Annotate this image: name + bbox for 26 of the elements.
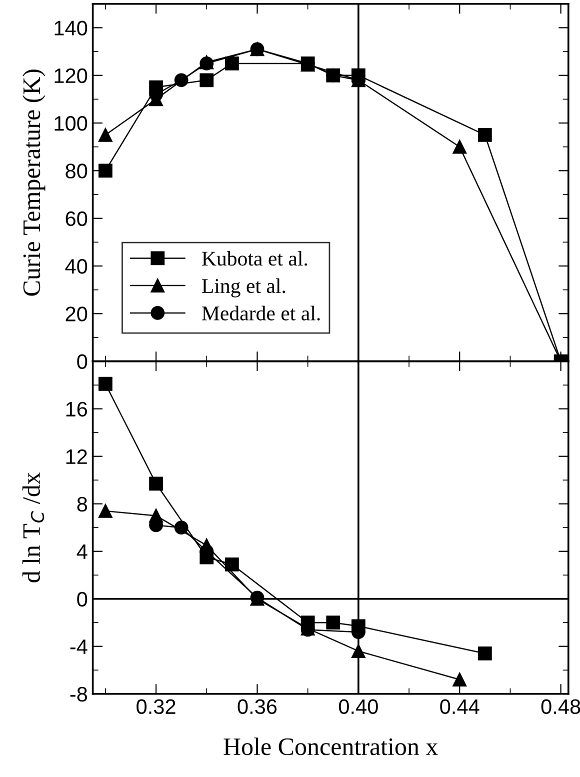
y-tick-label: 16 <box>66 402 88 417</box>
y-tick-label: 40 <box>65 258 88 274</box>
y-tick-label: 60 <box>66 211 88 226</box>
legend-label: Kubota et al. <box>202 251 308 266</box>
y-tick-label: 0 <box>77 354 88 370</box>
x-tick-label: 0.40 <box>338 699 378 714</box>
x-tick-label: 0.48 <box>541 699 580 714</box>
y-tick-label: 0 <box>77 592 88 607</box>
x-axis-title: Hole Concentration x <box>224 738 438 756</box>
legend-label: Ling et al. <box>202 278 286 298</box>
y-tick-label: -4 <box>70 640 88 654</box>
y-axis-title: d ln T$_{C}$ /dx <box>22 472 44 582</box>
y-tick-label: 120 <box>54 68 88 84</box>
y-tick-label: 8 <box>77 496 88 512</box>
legend-label: Medarde et al. <box>202 306 320 321</box>
y-axis-title: Curie Temperature (K) <box>22 70 46 296</box>
y-tick-label: 20 <box>66 306 88 322</box>
y-tick-label: 80 <box>66 164 88 178</box>
y-tick-label: 12 <box>66 449 87 464</box>
x-tick-label: 0.36 <box>238 699 277 714</box>
y-tick-label: 140 <box>54 20 88 36</box>
y-tick-label: 100 <box>54 116 88 131</box>
x-tick-label: 0.32 <box>136 699 176 714</box>
y-tick-label: 4 <box>76 544 88 559</box>
y-tick-label: -8 <box>70 686 88 702</box>
x-tick-label: 0.44 <box>440 699 480 714</box>
